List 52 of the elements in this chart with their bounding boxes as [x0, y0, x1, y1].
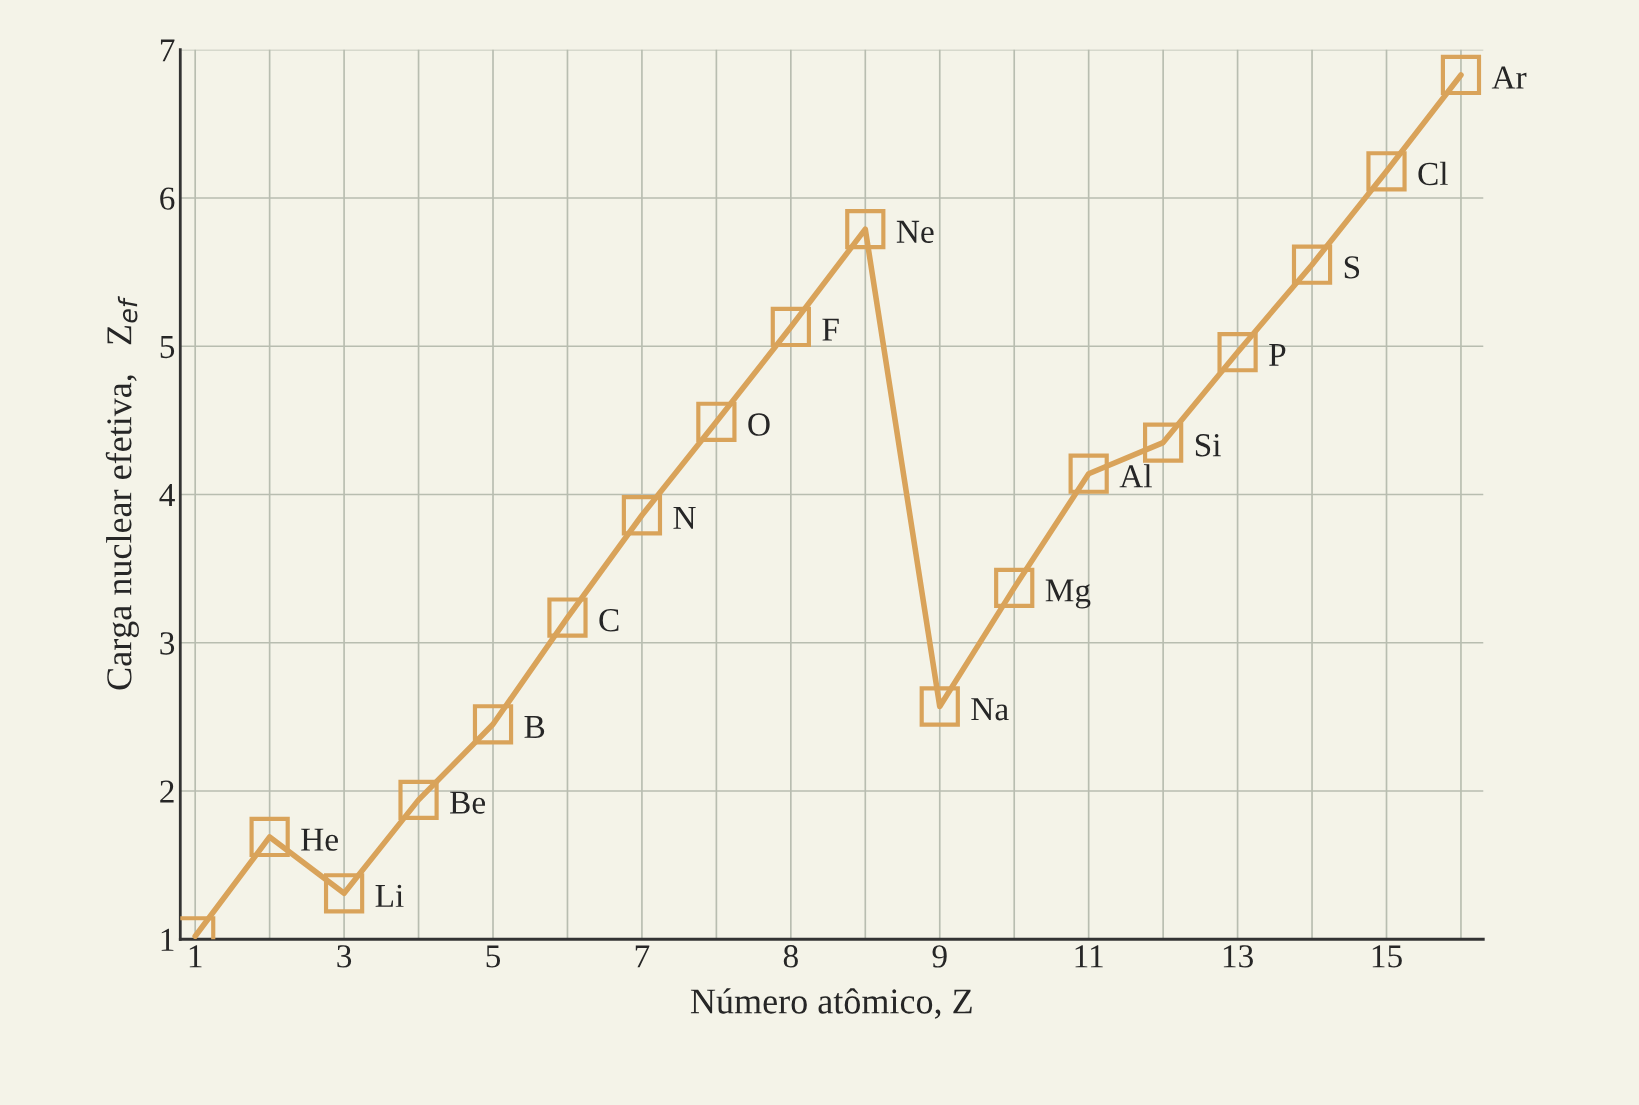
data-label: Cl	[1418, 161, 1448, 186]
y-tick-label: 1	[161, 928, 174, 951]
point	[770, 306, 811, 348]
data-label: Li	[375, 884, 404, 907]
data-label: Ne	[896, 220, 934, 244]
point	[547, 597, 588, 638]
x-tick-label: 7	[635, 945, 650, 968]
point	[398, 779, 439, 821]
x-tick-label: 8	[783, 945, 798, 968]
data-label: B	[524, 716, 545, 738]
x-tick-label: 15	[1372, 945, 1402, 968]
y-tick-label: 7	[160, 39, 175, 62]
data-label: S	[1344, 256, 1360, 279]
point	[696, 401, 737, 442]
x-tick-label: 13	[1223, 945, 1253, 968]
point	[249, 816, 290, 858]
y-tick-label: 3	[160, 632, 175, 655]
x-tick-label: 9	[932, 945, 947, 968]
point	[845, 208, 886, 250]
data-label: P	[1269, 343, 1286, 366]
point	[1291, 244, 1333, 285]
x-tick-label: 5	[486, 945, 501, 968]
data-label: Ar	[1491, 66, 1527, 89]
point	[1217, 332, 1258, 373]
data-label: O	[748, 413, 770, 436]
point	[621, 495, 663, 536]
y-axis-title: Carga nuclear efetiva, Z$_{ef}$	[105, 296, 139, 690]
x-tick-label: 3	[337, 945, 352, 968]
x-tick-label: 11	[1075, 945, 1103, 968]
y-tick-label: 5	[160, 335, 175, 359]
data-label: He	[301, 828, 338, 851]
point	[994, 567, 1035, 609]
x-tick-label: 1	[189, 945, 202, 968]
data-label: Si	[1195, 434, 1221, 457]
point	[1068, 453, 1109, 494]
data-label: Be	[450, 791, 485, 814]
point	[472, 704, 514, 745]
data-label: Na	[971, 698, 1009, 721]
y-tick-label: 2	[160, 780, 174, 803]
y-tick-label: 4	[159, 484, 175, 507]
point	[919, 686, 960, 727]
x-axis-title: Número atômico, Z	[690, 988, 972, 1019]
point	[1440, 54, 1482, 96]
data-label: Al	[1119, 464, 1152, 488]
point	[323, 873, 365, 914]
point	[1366, 151, 1407, 192]
data-label: N	[673, 506, 696, 529]
data-label: C	[599, 609, 619, 632]
y-tick-label: 6	[160, 187, 175, 210]
data-label: F	[822, 318, 839, 341]
data-label: Mg	[1045, 579, 1091, 609]
point	[1142, 422, 1184, 463]
